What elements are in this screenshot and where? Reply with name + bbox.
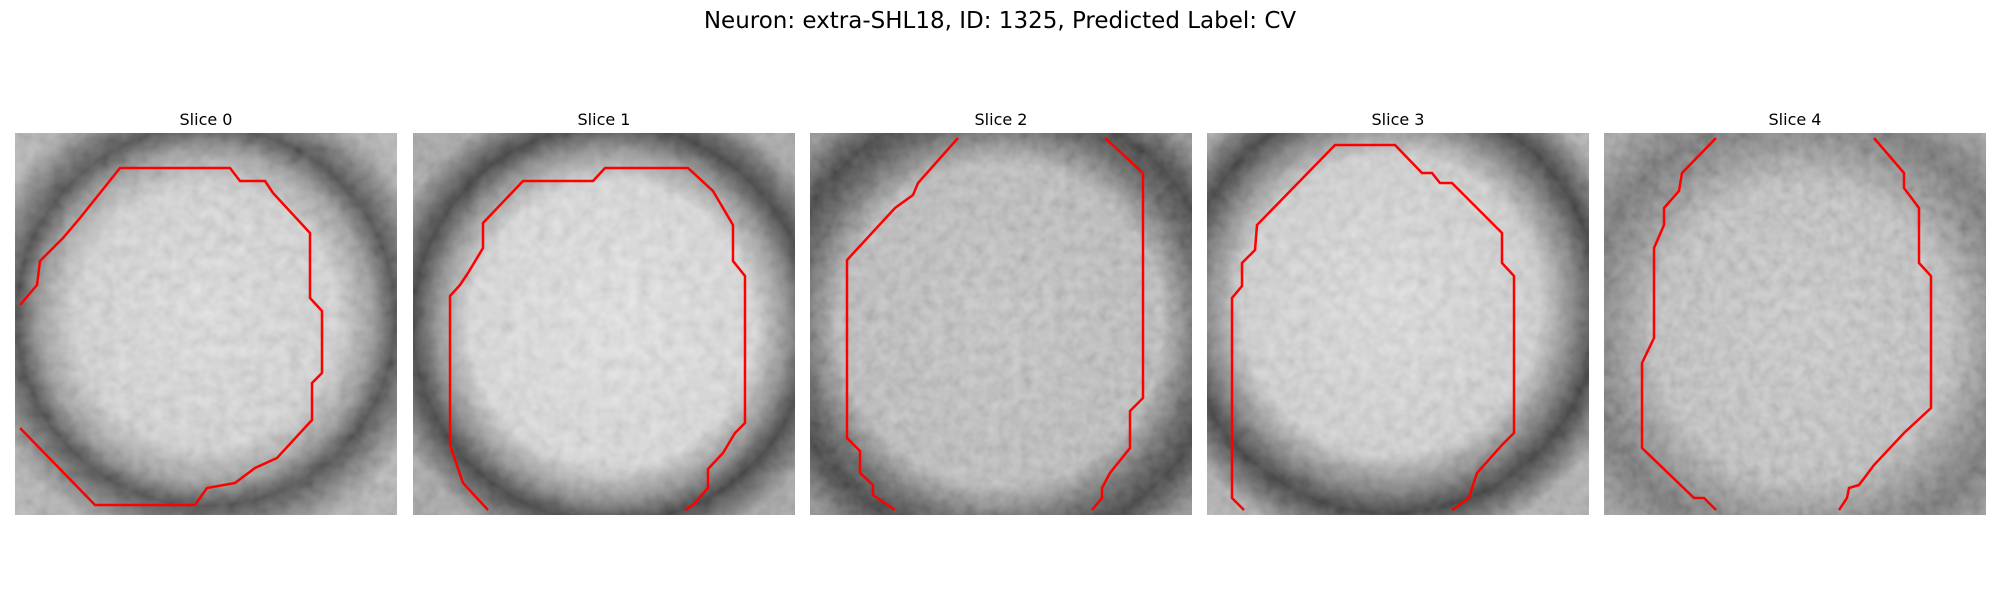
contour-line-2	[845, 137, 959, 512]
slice-title-0: Slice 0	[179, 110, 233, 129]
slice-svg-3	[1207, 133, 1589, 515]
figure-title: Neuron: extra-SHL18, ID: 1325, Predicted…	[703, 8, 1297, 34]
slice-image-1	[413, 133, 795, 515]
slice-svg-1	[413, 133, 795, 515]
contour-line-3	[1230, 143, 1516, 512]
slice-image-3	[1207, 133, 1589, 515]
contour-line-4	[1640, 137, 1717, 511]
slice-svg-4	[1604, 133, 1986, 515]
slice-title-4: Slice 4	[1768, 110, 1822, 129]
contour-line-1	[448, 166, 747, 512]
slice-noise-0	[15, 133, 397, 515]
contour-line-4b	[1837, 137, 1933, 511]
slice-noise-3	[1207, 133, 1589, 515]
slice-image-2	[810, 133, 1192, 515]
slice-noise-2	[810, 133, 1192, 515]
slice-title-3: Slice 3	[1371, 110, 1425, 129]
slice-svg-0	[15, 133, 397, 515]
slice-image-0	[15, 133, 397, 515]
slice-title-1: Slice 1	[577, 110, 631, 129]
slice-noise-4	[1604, 133, 1986, 515]
slice-noise-1	[413, 133, 795, 515]
contour-line-0	[19, 166, 324, 507]
slice-svg-2	[810, 133, 1192, 515]
contour-line-2b	[1091, 137, 1145, 511]
slice-title-2: Slice 2	[974, 110, 1028, 129]
slice-image-4	[1604, 133, 1986, 515]
